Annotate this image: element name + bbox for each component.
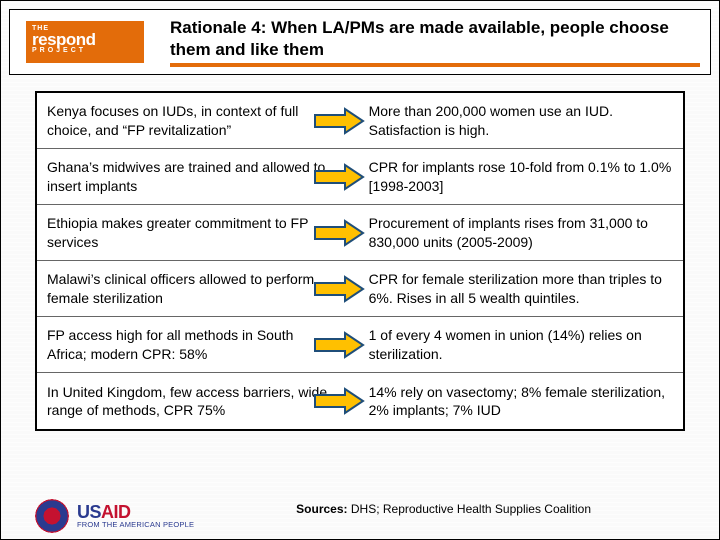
usaid-logo: USAID FROM THE AMERICAN PEOPLE xyxy=(77,503,194,529)
outcome-text: CPR for implants rose 10-fold from 0.1% … xyxy=(369,158,673,194)
outcome-cell: 1 of every 4 women in union (14%) relies… xyxy=(341,317,683,372)
slide: THE respond PROJECT Rationale 4: When LA… xyxy=(0,0,720,540)
respond-logo: THE respond PROJECT xyxy=(26,21,144,63)
intervention-cell: FP access high for all methods in South … xyxy=(37,317,341,372)
header: THE respond PROJECT Rationale 4: When LA… xyxy=(9,9,711,75)
sources-text: DHS; Reproductive Health Supplies Coalit… xyxy=(348,502,591,516)
outcome-cell: 14% rely on vasectomy; 8% female sterili… xyxy=(341,373,683,429)
usaid-seal-icon xyxy=(35,499,69,533)
logo-main: respond xyxy=(32,32,138,47)
title-box: Rationale 4: When LA/PMs are made availa… xyxy=(160,10,710,74)
outcome-text: 1 of every 4 women in union (14%) relies… xyxy=(369,326,673,362)
usaid-tagline: FROM THE AMERICAN PEOPLE xyxy=(77,521,194,529)
table-row: Kenya focuses on IUDs, in context of ful… xyxy=(37,93,683,149)
table-row: Malawi’s clinical officers allowed to pe… xyxy=(37,261,683,317)
outcome-cell: Procurement of implants rises from 31,00… xyxy=(341,205,683,260)
arrow-icon xyxy=(313,331,365,359)
usaid-us: US xyxy=(77,502,101,522)
evidence-table: Kenya focuses on IUDs, in context of ful… xyxy=(35,91,685,431)
outcome-text: 14% rely on vasectomy; 8% female sterili… xyxy=(369,383,673,419)
table-row: In United Kingdom, few access barriers, … xyxy=(37,373,683,429)
arrow-icon xyxy=(313,219,365,247)
outcome-text: CPR for female sterilization more than t… xyxy=(369,270,673,306)
table-row: Ghana’s midwives are trained and allowed… xyxy=(37,149,683,205)
logo-project: PROJECT xyxy=(32,47,138,54)
outcome-cell: CPR for implants rose 10-fold from 0.1% … xyxy=(341,149,683,204)
intervention-cell: Ethiopia makes greater commitment to FP … xyxy=(37,205,341,260)
intervention-cell: Malawi’s clinical officers allowed to pe… xyxy=(37,261,341,316)
intervention-cell: Ghana’s midwives are trained and allowed… xyxy=(37,149,341,204)
intervention-cell: Kenya focuses on IUDs, in context of ful… xyxy=(37,93,341,148)
sources-line: Sources: DHS; Reproductive Health Suppli… xyxy=(202,502,685,530)
slide-title: Rationale 4: When LA/PMs are made availa… xyxy=(170,17,700,60)
arrow-icon xyxy=(313,163,365,191)
intervention-cell: In United Kingdom, few access barriers, … xyxy=(37,373,341,429)
usaid-aid: AID xyxy=(101,502,131,522)
usaid-wordmark: USAID xyxy=(77,503,194,521)
outcome-text: Procurement of implants rises from 31,00… xyxy=(369,214,673,250)
arrow-icon xyxy=(313,387,365,415)
footer: USAID FROM THE AMERICAN PEOPLE Sources: … xyxy=(35,499,685,533)
table-row: Ethiopia makes greater commitment to FP … xyxy=(37,205,683,261)
outcome-text: More than 200,000 women use an IUD. Sati… xyxy=(369,102,673,138)
arrow-icon xyxy=(313,107,365,135)
sources-label: Sources: xyxy=(296,502,347,516)
outcome-cell: More than 200,000 women use an IUD. Sati… xyxy=(341,93,683,148)
title-underline xyxy=(170,63,700,67)
arrow-icon xyxy=(313,275,365,303)
outcome-cell: CPR for female sterilization more than t… xyxy=(341,261,683,316)
logo-box: THE respond PROJECT xyxy=(10,10,160,74)
table-row: FP access high for all methods in South … xyxy=(37,317,683,373)
